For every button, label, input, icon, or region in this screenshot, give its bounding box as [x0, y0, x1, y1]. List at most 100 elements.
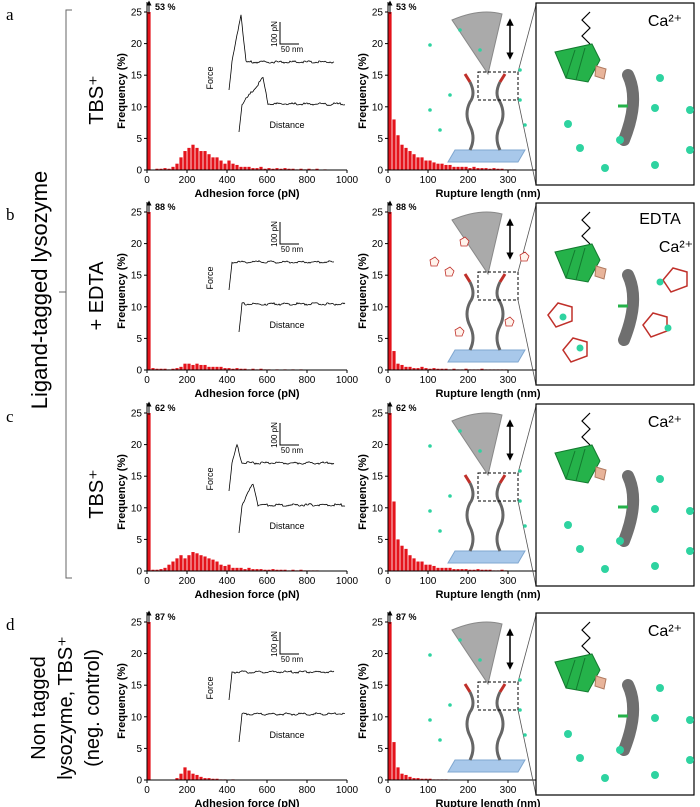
- substrate: [447, 349, 526, 363]
- scale-y-label: 100 pN: [270, 631, 279, 657]
- y-tick-label: 5: [136, 134, 142, 145]
- zoom-lines: [517, 4, 537, 186]
- bar: [472, 166, 476, 170]
- y-tick-label: 20: [372, 39, 384, 50]
- bar: [404, 147, 408, 170]
- inset-x-label: Distance: [269, 320, 304, 330]
- x-tick-label: 100: [420, 375, 437, 386]
- bar: [476, 569, 480, 571]
- ion: [651, 714, 659, 722]
- bar: [191, 773, 195, 780]
- condition-label: TBS⁺: [86, 75, 108, 124]
- y-tick-label: 10: [372, 102, 384, 113]
- bar: [195, 147, 199, 170]
- tag: [554, 243, 601, 283]
- force-curve: [238, 302, 346, 333]
- bar: [167, 564, 171, 571]
- bar: [171, 368, 175, 370]
- condition-label: + EDTA: [86, 261, 108, 331]
- bar: [255, 168, 259, 170]
- value-label: 53 %: [155, 2, 176, 12]
- bar: [283, 168, 287, 170]
- bar: [159, 569, 163, 571]
- inset-y-label: Force: [205, 66, 215, 89]
- x-tick-label: 300: [500, 175, 517, 186]
- bar: [416, 561, 420, 571]
- x-tick-label: 1000: [336, 785, 359, 796]
- y-axis-label: Frequency (%): [116, 53, 128, 129]
- x-tick-label: 400: [219, 785, 236, 796]
- y-tick-label: 5: [136, 334, 142, 345]
- tag-ridge: [565, 247, 586, 281]
- y-tick-label: 5: [377, 744, 383, 755]
- y-tick-label: 15: [131, 472, 143, 483]
- bar: [416, 778, 420, 780]
- bar: [420, 561, 424, 571]
- bar: [267, 168, 271, 170]
- bar: [271, 168, 275, 170]
- bar: [472, 569, 476, 571]
- bar: [279, 569, 283, 571]
- bar: [227, 368, 231, 370]
- bar: [215, 157, 219, 170]
- y-tick-label: 20: [372, 649, 384, 660]
- ion: [686, 146, 694, 154]
- y-tick-label: 25: [131, 208, 143, 219]
- bar: [147, 12, 151, 170]
- force-curve: [238, 76, 346, 133]
- bar: [500, 569, 504, 571]
- ligand: [463, 683, 507, 693]
- tag-ridge: [565, 47, 586, 81]
- schematic-label: Ca²⁺: [648, 414, 682, 431]
- protein: [594, 466, 607, 481]
- x-tick-label: 200: [179, 175, 196, 186]
- bar: [203, 151, 207, 170]
- bar: [408, 555, 412, 571]
- y-tick-label: 25: [372, 208, 384, 219]
- bars: [388, 12, 516, 170]
- rod: [618, 269, 640, 346]
- bar: [432, 565, 436, 571]
- ion: [651, 161, 659, 169]
- x-tick-label: 400: [219, 375, 236, 386]
- bar: [444, 567, 448, 571]
- value-label: 88 %: [155, 202, 176, 212]
- bar: [452, 569, 456, 571]
- bar: [247, 567, 251, 571]
- schematic: Ca²⁺: [428, 2, 695, 186]
- bar: [235, 567, 239, 571]
- value-label: 62 %: [396, 403, 417, 413]
- inset-y-label: Force: [205, 467, 215, 490]
- x-tick-label: 200: [460, 175, 477, 186]
- x-tick-label: 300: [500, 785, 517, 796]
- bar: [299, 569, 303, 571]
- y-tick-label: 20: [131, 239, 143, 250]
- bar: [243, 569, 247, 571]
- bar: [283, 569, 287, 571]
- bar: [219, 564, 223, 571]
- y-tick-label: 20: [131, 39, 143, 50]
- schematic: Ca²⁺: [428, 403, 695, 587]
- afm-tip: [451, 412, 503, 477]
- bar: [187, 147, 191, 170]
- edta: [444, 266, 455, 277]
- y-tick-label: 0: [136, 166, 142, 177]
- bar: [412, 154, 416, 170]
- bar: [396, 767, 400, 780]
- ion: [616, 537, 624, 545]
- scale-bar: [279, 22, 299, 45]
- ion: [601, 164, 609, 172]
- bar: [420, 157, 424, 170]
- schematic-label: Ca²⁺: [648, 13, 682, 30]
- bar: [227, 160, 231, 170]
- bar: [476, 168, 480, 170]
- bar: [436, 163, 440, 170]
- bar: [191, 364, 195, 370]
- bar: [392, 351, 396, 370]
- bar: [203, 778, 207, 780]
- y-tick-label: 20: [131, 649, 143, 660]
- ion: [601, 565, 609, 573]
- bar: [199, 151, 203, 170]
- bar: [412, 778, 416, 780]
